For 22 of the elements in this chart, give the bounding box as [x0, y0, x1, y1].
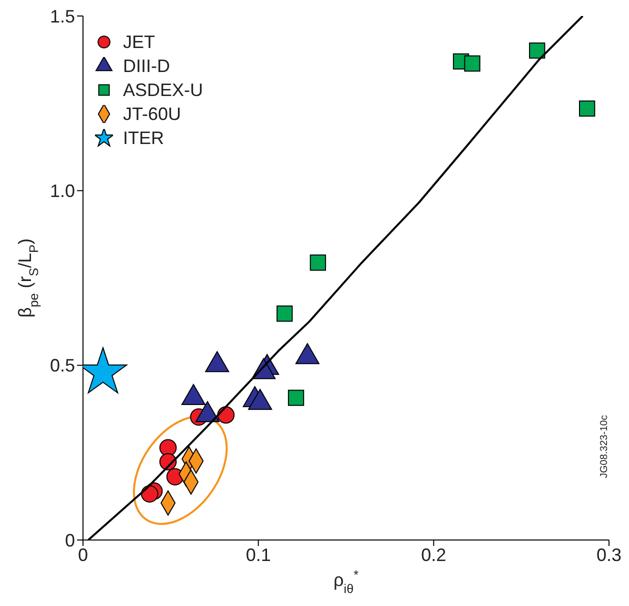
y-tick-label: 1.5	[50, 6, 75, 26]
y-tick-label: 0	[64, 530, 75, 550]
point	[159, 439, 177, 456]
x-tick-label: 0.1	[246, 544, 271, 565]
point	[276, 306, 293, 322]
legend-label: DIII-D	[123, 56, 170, 76]
legend-label: JT-60U	[123, 104, 182, 124]
x-tick-label: 0.3	[596, 544, 622, 565]
x-tick-label: 0.2	[421, 544, 446, 565]
annotation: JG08.323-10c	[599, 415, 610, 478]
point	[464, 55, 480, 72]
y-tick-label: 0.5	[50, 356, 75, 376]
point	[529, 42, 546, 59]
point	[310, 254, 326, 271]
y-tick-label: 1.0	[50, 181, 75, 202]
legend-label: JET	[123, 32, 156, 52]
x-tick-label: 0	[78, 544, 88, 565]
legend-label: ITER	[123, 128, 164, 148]
point	[579, 100, 596, 117]
point	[288, 390, 304, 406]
point	[140, 485, 158, 503]
legend-label: ASDEX-U	[123, 80, 204, 100]
